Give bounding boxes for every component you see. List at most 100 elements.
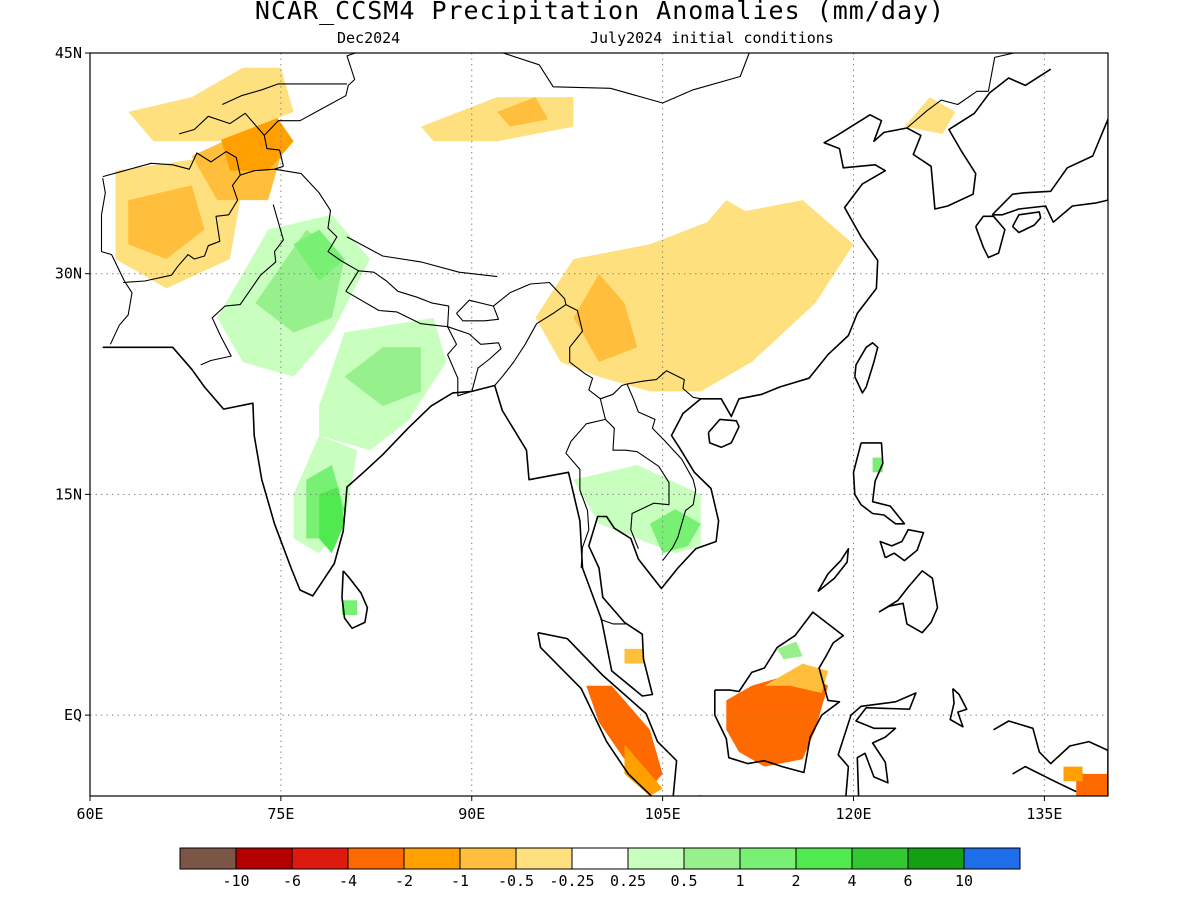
coastline-india-coast: [102, 68, 1052, 697]
colorbar-swatch: [739, 847, 797, 870]
chart-title: NCAR_CCSM4 Precipitation Anomalies (mm/d…: [254, 0, 946, 25]
lon-tick-label: 105E: [645, 805, 681, 823]
coastline-borneo: [713, 611, 845, 774]
colorbar-label: -2: [395, 872, 413, 890]
anomaly-region-southeast-india-wet: [319, 487, 345, 554]
colorbar-swatch: [403, 847, 461, 870]
colorbar-label: 1: [735, 872, 744, 890]
coastline-sumatra: [537, 631, 678, 796]
colorbar-label: 2: [791, 872, 800, 890]
border-bangladesh: [447, 326, 502, 397]
colorbar-swatch: [291, 847, 349, 870]
colorbar-label: -1: [451, 872, 469, 890]
anomaly-region-mongolia-dry-core: [497, 97, 549, 127]
forecast-date-label: Dec2024: [337, 29, 401, 47]
anomaly-region-borneo-dry: [726, 670, 828, 767]
colorbar-label: -4: [339, 872, 357, 890]
coastline-new-guinea-south: [1012, 765, 1077, 793]
anomaly-region-sumatra-dry-edge: [624, 744, 663, 796]
initial-conditions-label: July2024 initial conditions: [590, 29, 834, 47]
border-china-mongolia: [501, 53, 759, 104]
anomaly-region-newguinea-dry-edge: [1063, 766, 1083, 782]
anomaly-region-central-india-wet-core: [344, 347, 421, 407]
border-uzbek-tajik: [178, 112, 265, 136]
colorbar-label: 6: [903, 872, 912, 890]
lon-tick-label: 120E: [835, 805, 871, 823]
border-kashmir-china: [274, 168, 359, 272]
colorbar-swatch: [851, 847, 909, 870]
anomaly-region-philippines-wet: [872, 457, 883, 473]
colorbar-swatch: [627, 847, 685, 870]
anomaly-region-yunnan-dry-core: [573, 273, 638, 362]
border-myanmar-china: [565, 304, 701, 400]
border-tibet-edge: [346, 236, 498, 278]
colorbar-label: -0.5: [498, 872, 534, 890]
anomaly-region-mongolia-dry: [420, 97, 574, 142]
anomaly-region-newguinea-dry: [1076, 773, 1108, 796]
anomaly-fill-layer: [115, 67, 1108, 796]
lon-tick-label: 60E: [76, 805, 103, 823]
colorbar-label: 0.25: [610, 872, 646, 890]
colorbar-swatch: [683, 847, 741, 870]
colorbar-label: -0.25: [549, 872, 594, 890]
coastline-honshu: [991, 118, 1108, 223]
lat-tick-label: EQ: [64, 706, 82, 724]
anomaly-region-central-asia-dry: [128, 67, 294, 142]
border-nepal: [345, 270, 450, 328]
colorbar-swatch: [459, 847, 517, 870]
colorbar-label: -10: [222, 872, 249, 890]
anomaly-region-borneo-wet-north: [777, 641, 803, 660]
graticule: [90, 53, 1108, 796]
coastline-palawan: [817, 547, 850, 593]
anomaly-region-korea-dry: [904, 97, 956, 134]
colorbar-swatch: [907, 847, 965, 870]
coastline-taiwan: [854, 341, 879, 394]
anomaly-region-himalaya-wet: [293, 229, 345, 281]
anomaly-region-malaysia-dry: [624, 648, 644, 664]
anomaly-region-sumatra-dry: [586, 685, 663, 789]
border-kazakh-kyrgyz: [222, 83, 347, 105]
map-frame: [89, 52, 1109, 797]
coastline-shikoku: [1011, 211, 1042, 234]
border-north-korea-china: [906, 90, 989, 129]
border-laos-vietnam: [626, 383, 697, 561]
colorbar: -10 -6 -4 -2 -1 -0.5 -0.25 0.25 0.5 1 2 4 6 10: [179, 847, 1021, 890]
anomaly-region-borneo-dry-edge: [764, 663, 828, 693]
border-russia-china-ne: [987, 53, 1017, 92]
colorbar-swatch: [795, 847, 853, 870]
coastline-halmahera: [949, 688, 968, 728]
border-iran-afghan: [100, 178, 133, 345]
coastline-luzon: [852, 442, 906, 525]
colorbar-label: 4: [847, 872, 856, 890]
coastline-visayas: [879, 528, 925, 562]
anomaly-region-north-china-dry: [700, 200, 752, 237]
coastline-layer: [100, 53, 1108, 796]
border-pakistan-india: [200, 204, 284, 366]
colorbar-swatch: [235, 847, 293, 870]
lon-tick-label: 75E: [267, 805, 294, 823]
lat-tick-label: 15N: [55, 485, 82, 503]
border-afghan-central-asia: [102, 151, 284, 178]
colorbar-swatch: [571, 847, 629, 870]
border-myanmar-thai-laos: [565, 398, 606, 569]
anomaly-region-south-china-dry: [535, 200, 854, 392]
border-afghan-pakistan: [123, 174, 241, 284]
coastline-mindanao: [878, 570, 939, 634]
coastline-new-guinea: [993, 720, 1108, 796]
border-bhutan-assam: [456, 299, 500, 322]
colorbar-label: 0.5: [670, 872, 697, 890]
lon-tick-label: 135E: [1026, 805, 1062, 823]
anomaly-region-afghanistan-dry-core: [128, 185, 205, 259]
border-thailand-laos-cambodia: [605, 419, 670, 550]
coastline-sri-lanka: [341, 570, 369, 630]
coastline-kyushu: [974, 215, 1006, 259]
coastline-sulawesi: [837, 692, 917, 796]
colorbar-label: 10: [955, 872, 973, 890]
colorbar-swatch: [347, 847, 405, 870]
border-china-central-asia: [263, 53, 357, 167]
lat-tick-label: 45N: [55, 44, 82, 62]
colorbar-swatch: [179, 847, 237, 870]
lat-tick-label: 30N: [55, 265, 82, 283]
colorbar-swatch: [963, 847, 1021, 870]
